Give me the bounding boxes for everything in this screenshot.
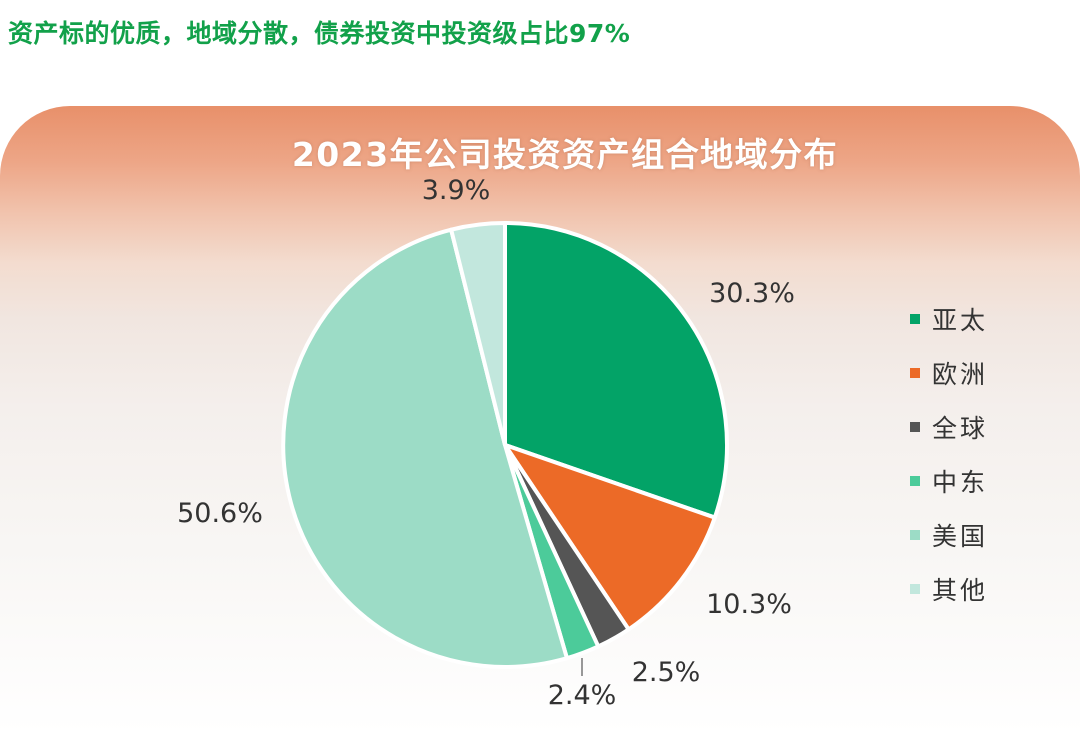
legend-item: 美国 <box>910 508 988 562</box>
slice-label-0: 30.3% <box>709 278 795 309</box>
legend-swatch <box>910 584 920 594</box>
legend-label: 中东 <box>932 468 989 497</box>
slice-label-4: 50.6% <box>177 498 263 529</box>
legend-swatch <box>910 422 920 432</box>
pie-slice-5 <box>449 221 507 447</box>
legend-label: 欧洲 <box>932 360 989 389</box>
pie-slice-1 <box>503 443 717 632</box>
legend-label: 其他 <box>932 576 989 605</box>
legend-label: 全球 <box>932 414 989 443</box>
legend-swatch <box>910 368 920 378</box>
legend-item: 中东 <box>910 454 988 508</box>
page-headline: 资产标的优质，地域分散，债券投资中投资级占比97% <box>8 19 631 48</box>
legend-item: 全球 <box>910 400 988 454</box>
pie-slice-0 <box>503 221 729 520</box>
legend-swatch <box>910 476 920 486</box>
slice-label-5: 3.9% <box>422 175 491 206</box>
pie-slice-4 <box>281 227 569 669</box>
legend-item: 欧洲 <box>910 346 988 400</box>
slice-label-1: 10.3% <box>706 589 792 620</box>
slice-label-3: 2.4% <box>548 680 617 711</box>
legend-item: 其他 <box>910 562 988 616</box>
chart-title: 2023年公司投资资产组合地域分布 <box>291 135 839 174</box>
legend-label: 美国 <box>932 522 989 551</box>
slice-label-2: 2.5% <box>632 657 701 688</box>
legend-swatch <box>910 530 920 540</box>
legend-label: 亚太 <box>932 306 989 335</box>
legend-item: 亚太 <box>910 292 988 346</box>
legend-swatch <box>910 314 920 324</box>
chart-legend: 亚太 欧洲 全球 中东 美国 其他 <box>910 292 988 616</box>
